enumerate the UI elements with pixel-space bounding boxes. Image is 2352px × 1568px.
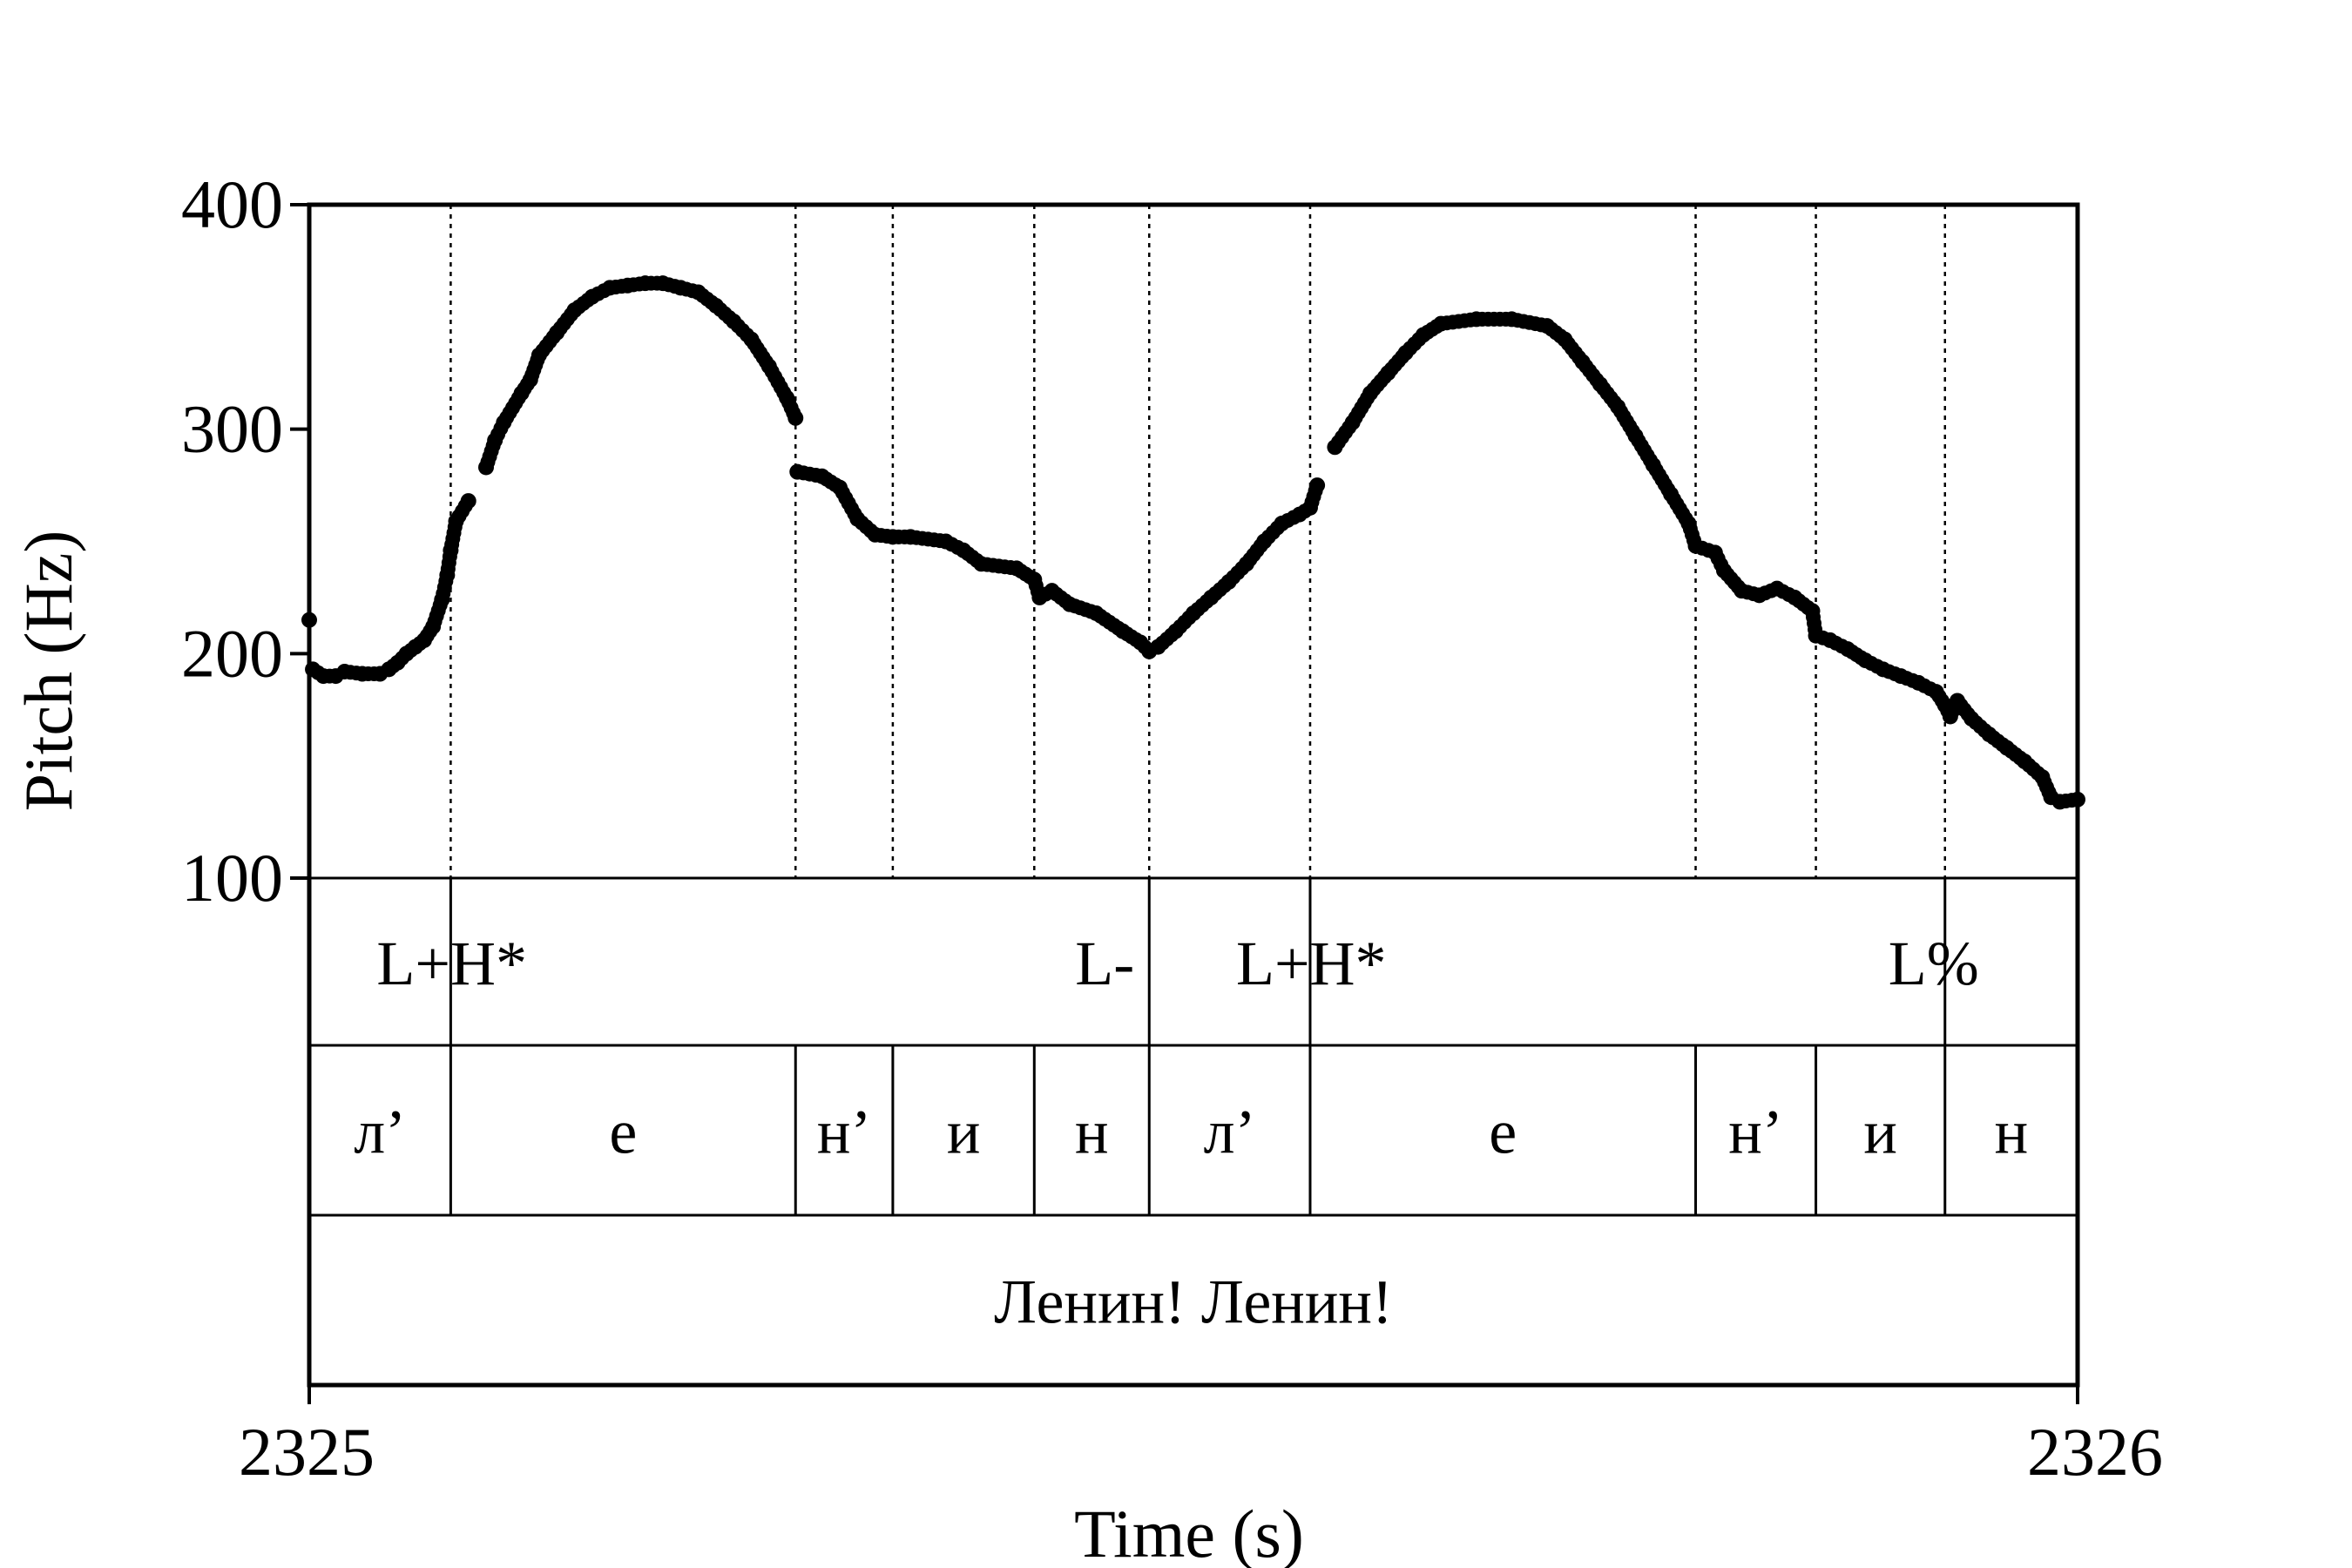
y-tick-label-300: 300 [181,391,283,467]
tone-label-2: L+H* [1236,929,1387,998]
x-tick-label-end: 2326 [2027,1414,2163,1490]
word-label-0: Ленин! Ленин! [994,1267,1393,1337]
segment-label-9: н [1995,1098,2029,1167]
segment-label-4: н [1075,1098,1109,1167]
tone-label-1: L- [1075,929,1134,998]
axis-ticks: 100 200 300 400 [181,166,2079,1404]
y-tick-label-200: 200 [181,615,283,691]
y-axis-title: Pitch (Hz) [10,531,86,812]
plot-frame [307,202,2080,1388]
pitch-point-38 [787,409,804,426]
segment-label-2: н’ [817,1098,872,1167]
x-axis-title: Time (s) [1074,1496,1304,1568]
segment-label-1: е [609,1098,637,1167]
segment-label-3: и [947,1098,981,1167]
pitch-point-17 [460,493,476,510]
y-tick-label-400: 400 [181,166,283,242]
tier-labels: L+H* L- L+H* L% л’ е н’ и н л’ е н’ и н Ленин! Ленин! [354,929,2028,1337]
segment-boundary-lines [449,205,1947,1215]
segment-label-7: н’ [1728,1098,1783,1167]
segment-label-8: и [1863,1098,1897,1167]
pitch-track [301,275,2085,810]
x-tick-label-start: 2325 [239,1414,375,1490]
y-tick-label-100: 100 [181,840,283,916]
tone-label-3: L% [1889,929,1979,998]
pitch-point-68 [1309,477,1326,494]
tier-grid-lines [309,876,2078,1217]
segment-label-6: е [1489,1098,1517,1167]
segment-label-0: л’ [354,1098,406,1167]
tone-label-0: L+H* [376,929,527,998]
segment-label-5: л’ [1204,1098,1256,1167]
